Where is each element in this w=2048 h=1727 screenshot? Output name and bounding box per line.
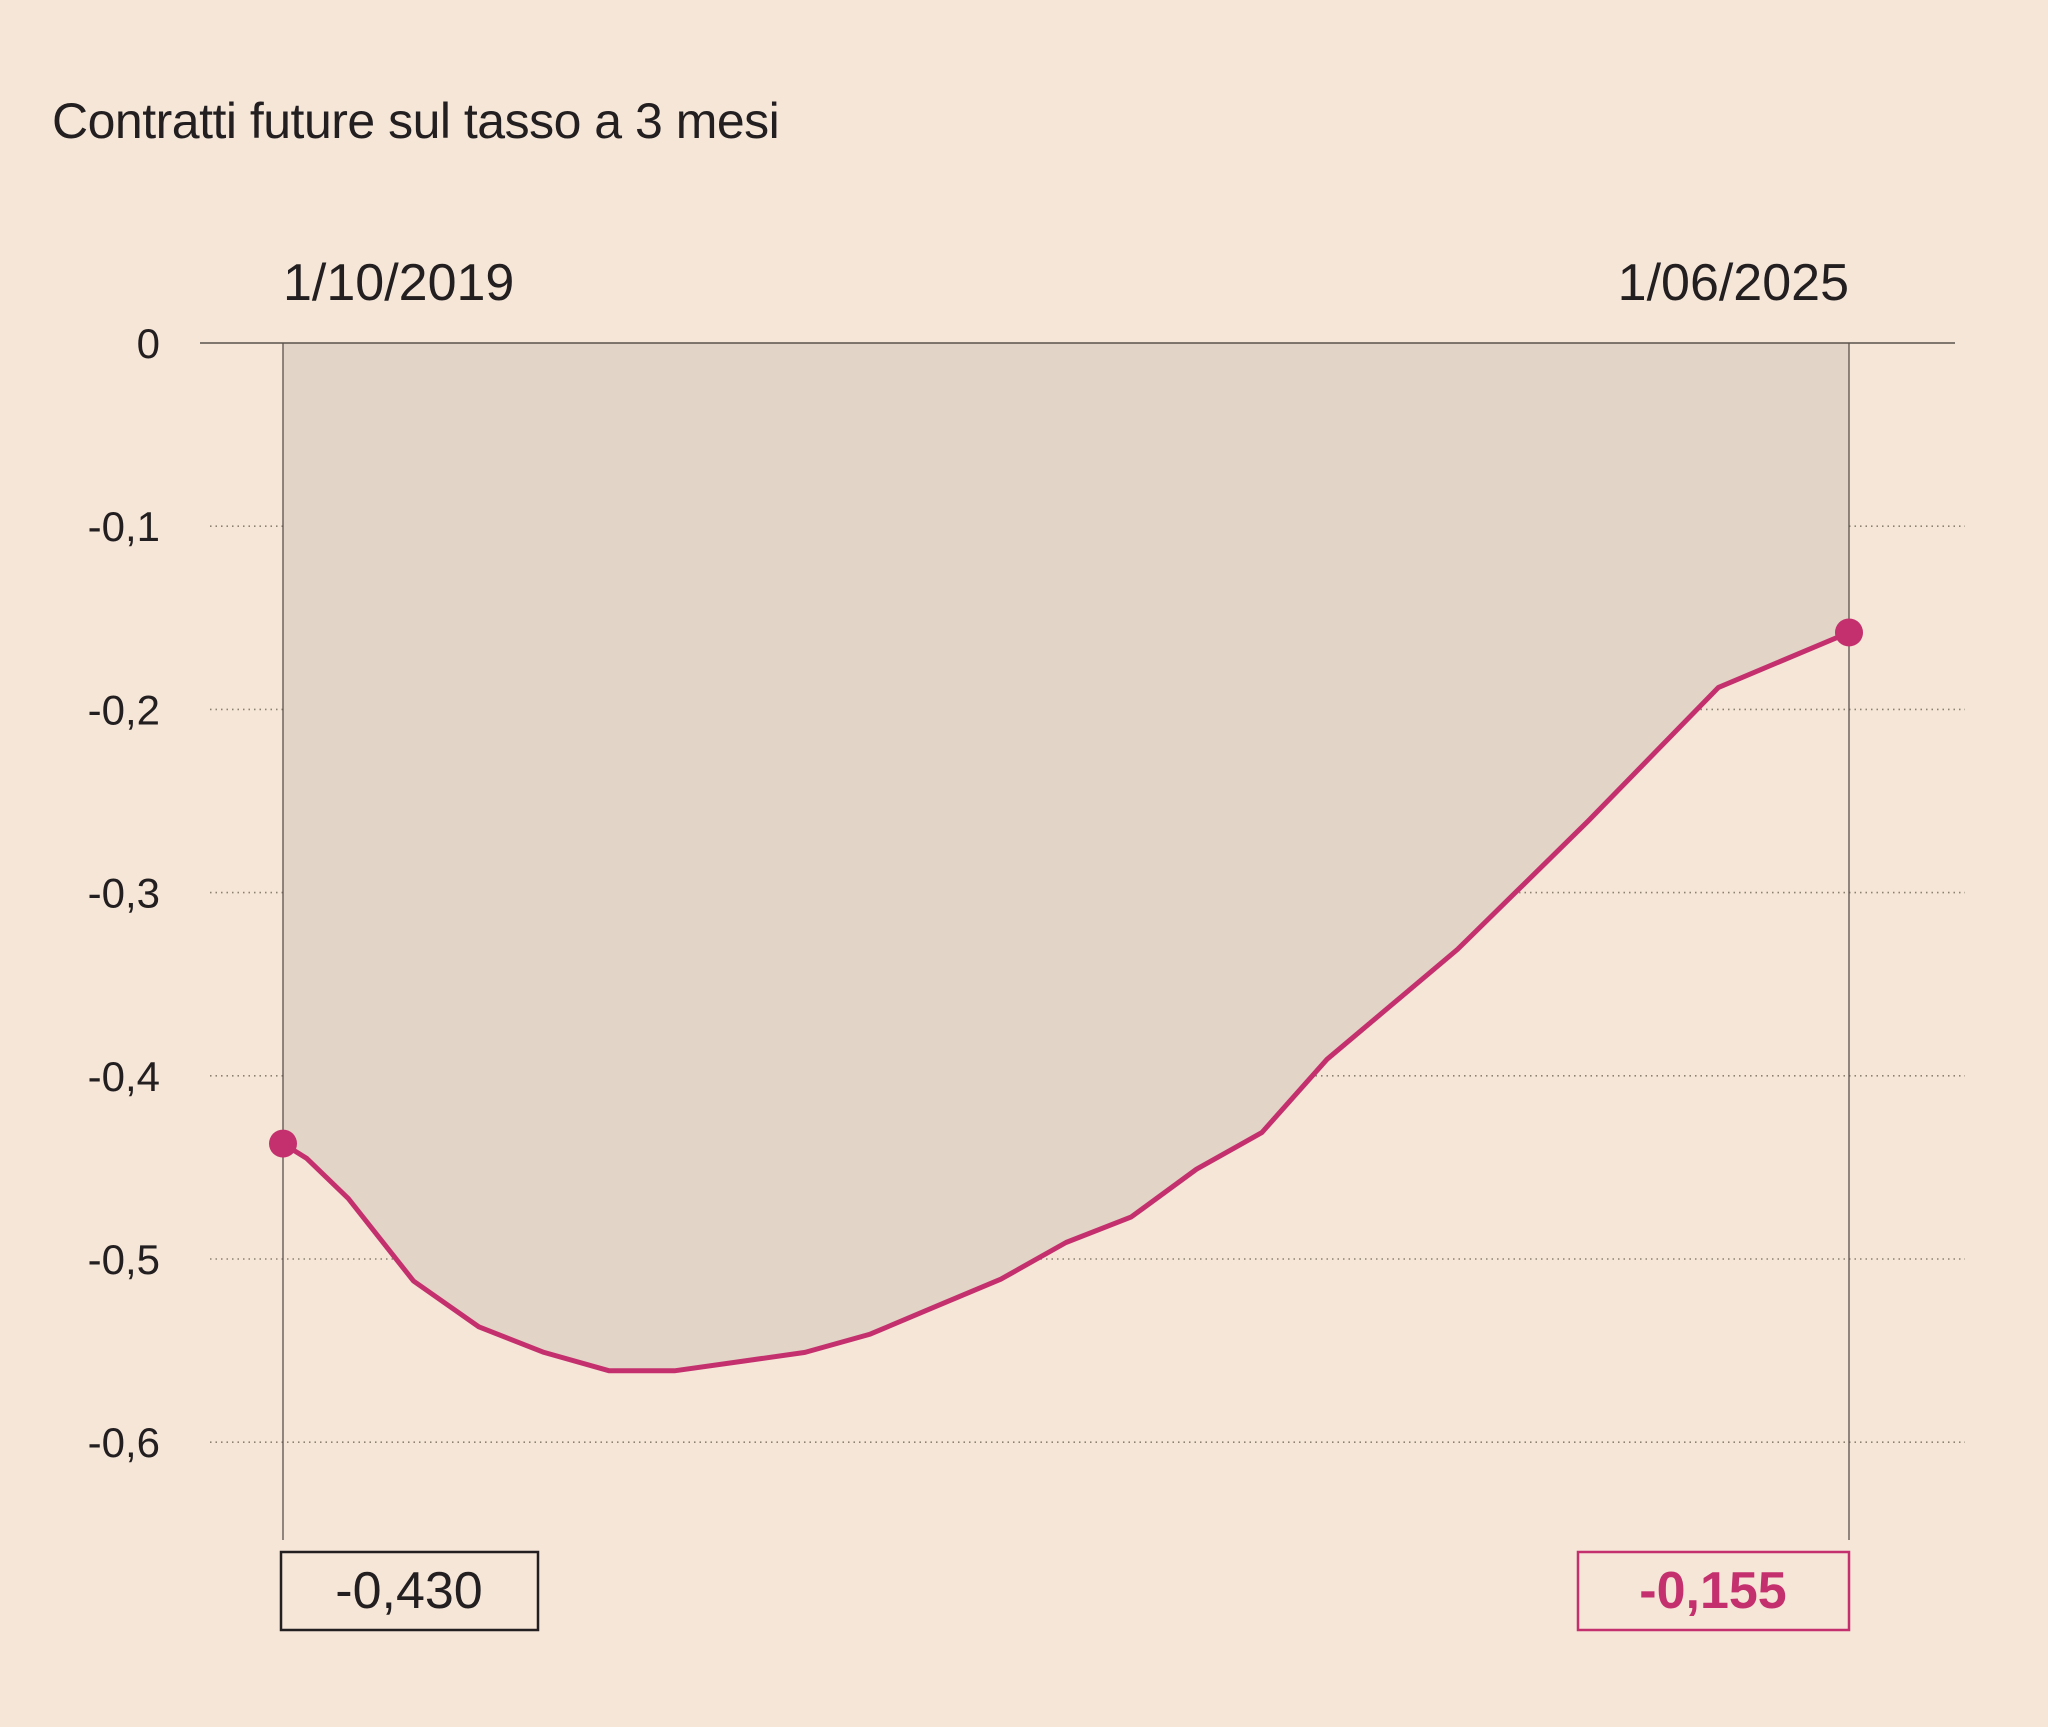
y-tick-label: -0,5 bbox=[88, 1236, 160, 1283]
y-tick-label: -0,6 bbox=[88, 1419, 160, 1466]
y-tick-label: -0,2 bbox=[88, 686, 160, 733]
start-value-box bbox=[279, 1550, 540, 1632]
chart-title: Contratti future sul tasso a 3 mesi bbox=[52, 93, 780, 149]
y-tick-label: 0 bbox=[137, 320, 160, 367]
area-fill bbox=[283, 343, 1849, 1371]
y-tick-label: -0,4 bbox=[88, 1053, 160, 1100]
start-value-label: -0,430 bbox=[335, 1562, 482, 1620]
series-line bbox=[280, 630, 1852, 1374]
start-date-label: 1/10/2019 bbox=[283, 254, 514, 312]
marker-layer: -0,430 -0,155 bbox=[269, 618, 1863, 1632]
end-value-box bbox=[1576, 1550, 1851, 1632]
y-tick-label: -0,1 bbox=[88, 503, 160, 550]
start-point-marker bbox=[269, 1129, 297, 1158]
end-date-label: 1/06/2025 bbox=[1618, 254, 1849, 312]
y-tick-label: -0,3 bbox=[88, 870, 160, 917]
end-point-marker bbox=[1835, 618, 1863, 647]
end-value-label: -0,155 bbox=[1639, 1562, 1786, 1620]
axis-layer: 0 -0,1 -0,2 -0,3 -0,4 -0,5 -0,6 1/10/2019 1/06/2… bbox=[88, 254, 1955, 1540]
